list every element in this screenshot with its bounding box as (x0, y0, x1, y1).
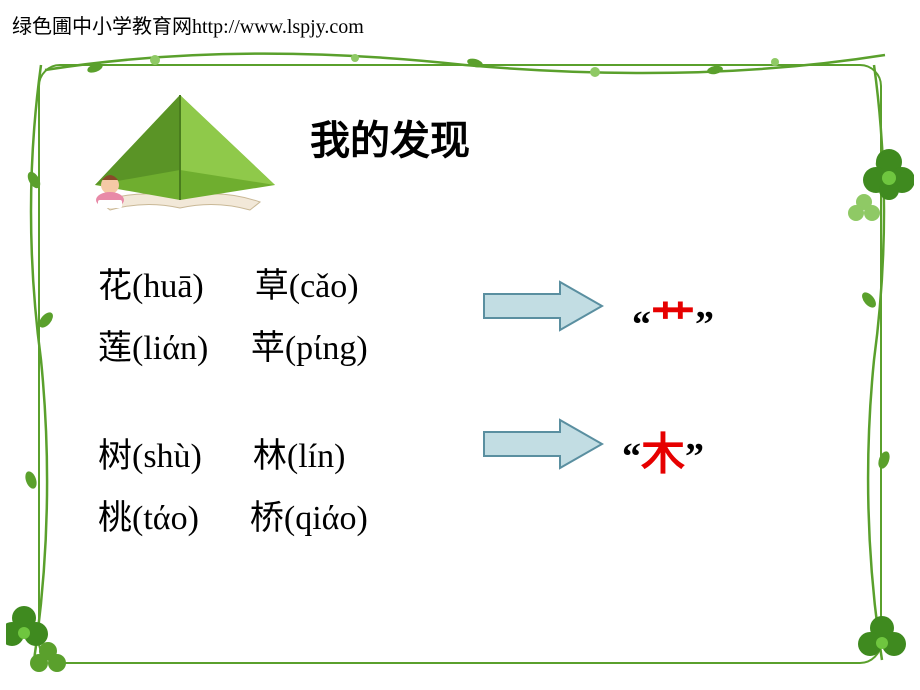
arrow-2 (482, 418, 604, 470)
quote-r1: ” (695, 304, 714, 346)
word-row-2: 莲(liάn) 苹(pίng) (98, 320, 368, 369)
arrow-1 (482, 280, 604, 332)
word-row-4: 桃(tάo) 桥(qiάo) (98, 490, 368, 539)
char-tao: 桃 (98, 490, 132, 539)
quote-r2: ” (685, 436, 704, 478)
pinyin-ping: (pίng) (285, 330, 368, 367)
quote-l1: “ (632, 304, 651, 346)
char-lian: 莲 (98, 320, 132, 369)
char-shu: 树 (98, 428, 132, 477)
pinyin-cao: (cǎo) (289, 268, 359, 305)
slide-title: 我的发现 (310, 108, 470, 166)
pinyin-lin: (lín) (287, 438, 346, 475)
pinyin-lian: (liάn) (132, 330, 208, 367)
quote-l2: “ (622, 436, 641, 478)
char-qiao: 桥 (250, 490, 284, 539)
char-cao: 草 (255, 258, 289, 307)
pinyin-qiao: (qiάo) (284, 500, 368, 537)
radical-wood: “木” (622, 418, 704, 482)
char-ping: 苹 (251, 320, 285, 369)
word-row-1: 花(huā) 草(cǎo) (98, 258, 359, 307)
radical-char-grass: 艹 (651, 298, 695, 347)
pinyin-shu: (shù) (132, 438, 202, 475)
char-lin: 林 (253, 428, 287, 477)
pinyin-tao: (tάo) (132, 500, 199, 537)
char-hua: 花 (98, 258, 132, 307)
pinyin-hua: (huā) (132, 268, 204, 305)
word-row-3: 树(shù) 林(lín) (98, 428, 345, 477)
radical-char-wood: 木 (641, 430, 685, 479)
book-icon (80, 80, 290, 220)
header-text: 绿色圃中小学教育网http://www.lspjy.com (12, 10, 364, 39)
radical-grass: “艹” (632, 286, 714, 350)
